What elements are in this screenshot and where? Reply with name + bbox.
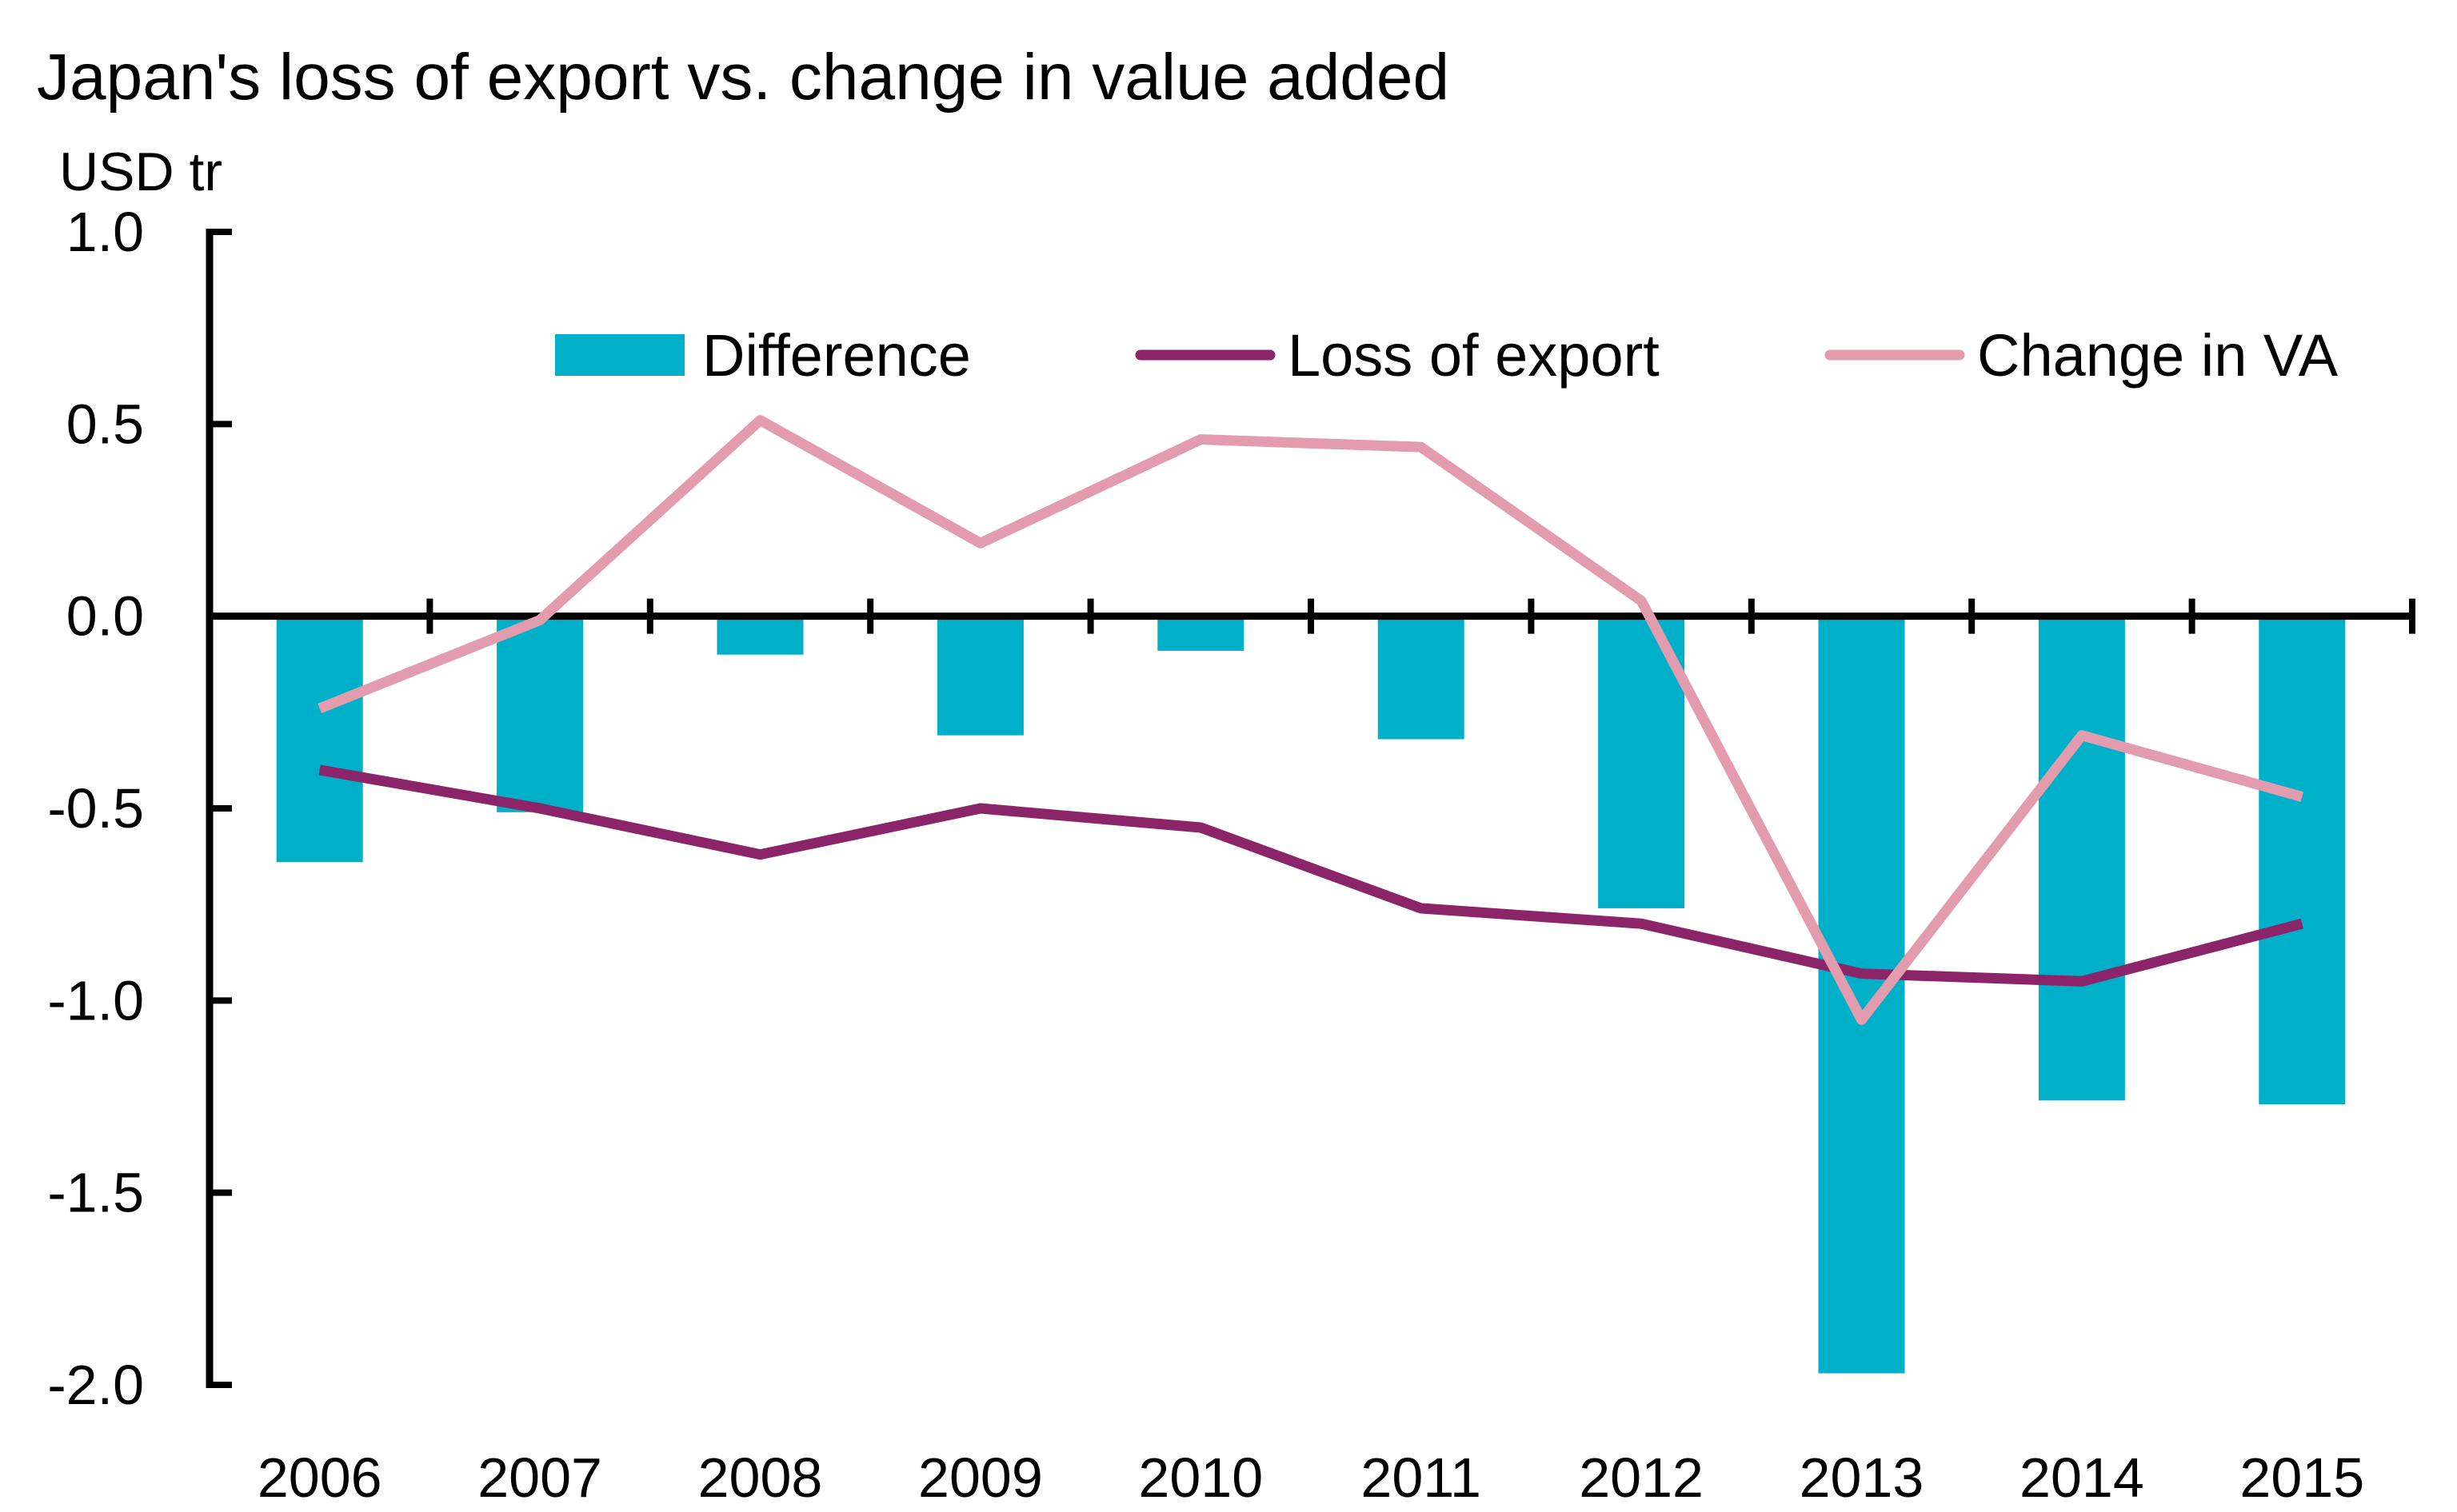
legend-swatch-difference	[555, 334, 685, 376]
point-change-in-va-2011	[1420, 446, 1422, 448]
y-axis-unit-label: USD tr	[59, 142, 222, 202]
legend-label-change-in-va: Change in VA	[1977, 322, 2339, 389]
point-loss-of-export-2006	[319, 769, 321, 771]
point-change-in-va-2009	[980, 542, 981, 544]
point-loss-of-export-2007	[539, 808, 541, 809]
y-tick-label: -1.0	[47, 969, 144, 1031]
y-tick-label: -0.5	[47, 777, 144, 840]
y-tick-label: 1.0	[66, 201, 144, 263]
bar-difference-2009	[937, 616, 1024, 736]
bar-difference-2008	[717, 616, 804, 655]
axes-layer	[206, 229, 2415, 1388]
legend-label-loss-of-export: Loss of export	[1288, 322, 1660, 389]
chart-title: Japan's loss of export vs. change in val…	[37, 41, 1449, 114]
point-change-in-va-2012	[1640, 600, 1642, 601]
tick-labels-layer: 1.0 0.5 0.0 -0.5 -1.0 -1.5 -2.0 2006 2007 2008 200…	[47, 201, 2364, 1509]
y-tick-label: 0.0	[66, 585, 144, 648]
point-change-in-va-2013	[1861, 1019, 1862, 1020]
bar-difference-2015	[2259, 616, 2346, 1105]
point-change-in-va-2014	[2081, 735, 2083, 736]
x-tick-label-2011: 2011	[1360, 1446, 1481, 1509]
x-tick-label-2014: 2014	[2020, 1446, 2144, 1509]
legend: Difference Loss of export Change in VA	[555, 322, 2339, 389]
bar-difference-2006	[276, 616, 363, 863]
x-tick-label-2008: 2008	[698, 1446, 823, 1509]
lines-layer	[318, 415, 2304, 1025]
point-change-in-va-2006	[319, 708, 321, 709]
point-change-in-va-2015	[2301, 796, 2303, 798]
legend-label-difference: Difference	[702, 322, 971, 389]
point-loss-of-export-2014	[2081, 980, 2083, 982]
point-change-in-va-2008	[760, 420, 761, 421]
y-tick-label: -2.0	[47, 1354, 144, 1416]
x-tick-label-2007: 2007	[477, 1446, 602, 1509]
x-tick-label-2013: 2013	[1800, 1446, 1924, 1509]
bar-difference-2007	[497, 616, 584, 812]
bar-difference-2011	[1377, 616, 1464, 740]
y-tick-label: -1.5	[47, 1162, 144, 1224]
x-tick-label-2012: 2012	[1579, 1446, 1704, 1509]
bar-difference-2013	[1818, 616, 1905, 1374]
x-tick-label-2009: 2009	[918, 1446, 1043, 1509]
series-line-loss-of-export	[318, 764, 2303, 987]
y-tick-label: 0.5	[66, 393, 144, 455]
point-loss-of-export-2013	[1861, 973, 1862, 975]
bar-difference-2010	[1157, 616, 1244, 651]
series-line-change-in-va	[318, 415, 2304, 1025]
point-loss-of-export-2008	[760, 854, 761, 856]
x-tick-label-2006: 2006	[258, 1446, 382, 1509]
bar-difference-2014	[2038, 616, 2125, 1101]
point-loss-of-export-2009	[980, 808, 981, 809]
x-tick-label-2015: 2015	[2239, 1446, 2364, 1509]
bars-layer	[276, 616, 2346, 1374]
x-tick-label-2010: 2010	[1138, 1446, 1263, 1509]
